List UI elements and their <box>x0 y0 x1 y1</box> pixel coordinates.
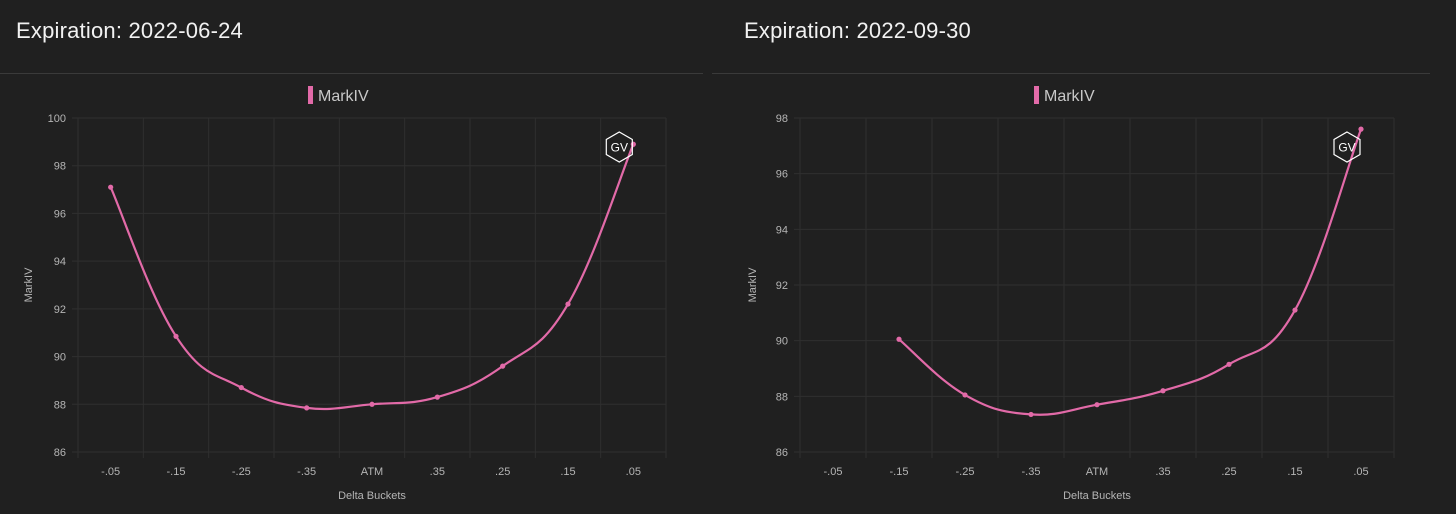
y-tick-label: 92 <box>54 304 66 316</box>
data-point <box>434 394 440 400</box>
title-divider <box>712 73 1430 74</box>
y-axis: 86 88 90 92 94 96 98 <box>776 113 788 459</box>
x-tick-label: ATM <box>1086 466 1108 478</box>
watermark-text: GV <box>1338 141 1355 155</box>
x-tick-label: -.05 <box>101 466 120 478</box>
data-point <box>238 384 244 391</box>
watermark-text: GV <box>611 141 628 155</box>
watermark-logo: GV <box>1333 131 1361 163</box>
x-tick-label: ATM <box>361 466 383 478</box>
data-point <box>108 184 114 190</box>
x-tick-label: .15 <box>560 466 575 478</box>
data-point <box>1226 361 1232 367</box>
y-tick-label: 90 <box>54 352 66 364</box>
data-point <box>369 401 375 407</box>
data-point <box>962 392 968 398</box>
y-tick-label: 88 <box>54 399 66 411</box>
y-tick-label: 96 <box>776 169 788 181</box>
y-tick-label: 94 <box>54 256 66 268</box>
x-axis-label: Delta Buckets <box>338 490 406 502</box>
y-tick-label: 90 <box>776 336 788 348</box>
series-line <box>109 143 635 411</box>
x-tick-label: .35 <box>430 466 445 478</box>
hexagon-icon <box>605 131 633 163</box>
legend-label: MarkIV <box>318 88 369 105</box>
series-line <box>898 128 1363 416</box>
chart-panel-right: Expiration: 2022-09-30 86 88 90 92 94 96 98 -.0… <box>712 0 1456 514</box>
x-tick-label: .35 <box>1155 466 1170 478</box>
data-point <box>173 333 179 339</box>
legend-swatch <box>308 86 313 104</box>
data-point <box>1028 411 1034 418</box>
x-tick-label: .05 <box>1353 466 1368 478</box>
y-axis-label: MarkIV <box>747 267 759 303</box>
watermark-logo: GV <box>605 131 633 163</box>
hexagon-icon <box>1333 131 1361 163</box>
x-tick-label: .25 <box>495 466 510 478</box>
title-divider <box>0 73 703 74</box>
x-tick-label: .15 <box>1287 466 1302 478</box>
x-tick-label: -.25 <box>956 466 975 478</box>
x-tick-label: -.35 <box>297 466 316 478</box>
x-tick-label: -.15 <box>167 466 186 478</box>
x-tick-label: -.15 <box>890 466 909 478</box>
x-tick-label: -.35 <box>1022 466 1041 478</box>
data-point <box>896 336 902 342</box>
y-tick-label: 86 <box>776 447 788 459</box>
markiv-chart: 86 88 90 92 94 96 98 100 -.05 -.15 -.25 -.35 ATM .35.… <box>23 86 667 502</box>
y-axis-label: MarkIV <box>23 267 35 303</box>
legend: MarkIV <box>1034 86 1095 105</box>
y-tick-label: 88 <box>776 391 788 403</box>
x-axis: -.05 -.15 -.25 -.35 ATM .35 .25 .15 .05 <box>101 466 641 478</box>
data-point <box>630 141 636 147</box>
chart-title: Expiration: 2022-09-30 <box>744 18 971 43</box>
x-tick-label: -.05 <box>824 466 843 478</box>
y-tick-label: 92 <box>776 280 788 292</box>
data-point <box>304 405 310 411</box>
y-tick-label: 86 <box>54 447 66 459</box>
chart-title: Expiration: 2022-06-24 <box>16 18 243 43</box>
x-tick-label: .05 <box>626 466 641 478</box>
x-tick-label: .25 <box>1221 466 1236 478</box>
x-tick-label: -.25 <box>232 466 251 478</box>
data-point <box>500 363 506 369</box>
legend-label: MarkIV <box>1044 88 1095 105</box>
legend-swatch <box>1034 86 1039 104</box>
y-tick-label: 98 <box>54 161 66 173</box>
data-point <box>565 301 571 307</box>
y-tick-label: 98 <box>776 113 788 125</box>
markiv-chart: 86 88 90 92 94 96 98 -.05 -.15 -.25 -.35 ATM .35 .25.… <box>747 86 1395 502</box>
y-axis: 86 88 90 92 94 96 98 100 <box>48 113 66 459</box>
data-point <box>1358 126 1364 132</box>
y-tick-label: 100 <box>48 113 66 125</box>
grid <box>72 117 667 458</box>
data-point <box>1094 402 1100 408</box>
x-axis-label: Delta Buckets <box>1063 490 1131 502</box>
y-tick-label: 94 <box>776 224 788 236</box>
chart-panel-left: Expiration: 2022-06-24 86 88 90 92 94 96 98 100… <box>0 0 712 514</box>
data-point <box>1292 307 1298 313</box>
grid <box>794 117 1395 458</box>
data-point <box>1160 388 1166 394</box>
legend: MarkIV <box>308 86 369 105</box>
y-tick-label: 96 <box>54 208 66 220</box>
x-axis: -.05 -.15 -.25 -.35 ATM .35 .25 .15 .05 <box>824 466 1369 478</box>
